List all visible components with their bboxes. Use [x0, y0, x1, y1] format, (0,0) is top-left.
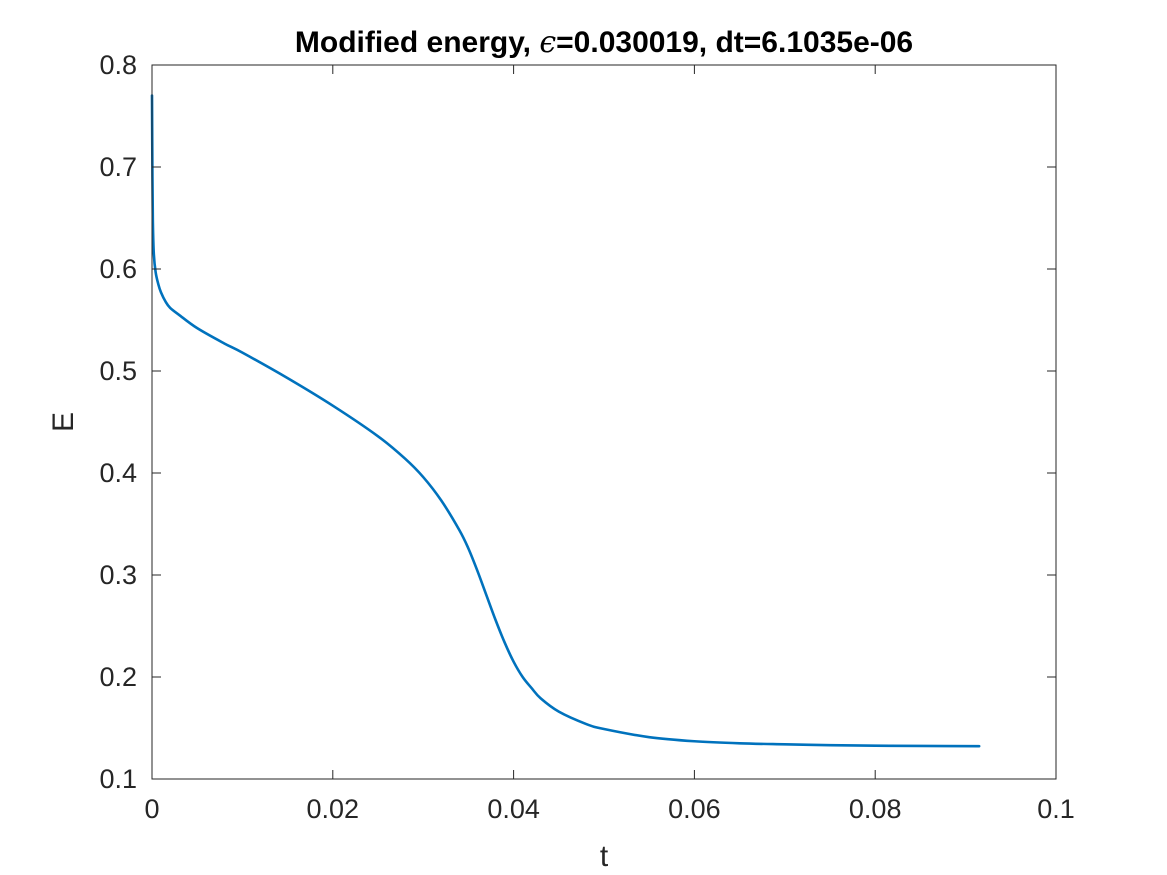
x-axis-label: t	[600, 840, 609, 873]
y-tick-label: 0.5	[99, 356, 137, 386]
y-axis-label: E	[47, 412, 80, 432]
x-tick-label: 0.02	[307, 794, 360, 824]
x-tick-label: 0.04	[487, 794, 540, 824]
chart-title-prefix: Modified energy,	[295, 26, 539, 59]
y-tick-label: 0.8	[99, 50, 137, 80]
series-layer	[150, 94, 981, 748]
y-tick-label: 0.7	[99, 152, 137, 182]
x-tick-label: 0.1	[1037, 794, 1075, 824]
plot-area	[152, 65, 1056, 779]
y-tick-label: 0.1	[99, 764, 137, 794]
chart-title-symbol: ϵ	[539, 25, 556, 60]
energy-series-line	[150, 94, 981, 748]
axes-box	[151, 64, 1057, 780]
y-tick-label: 0.3	[99, 560, 137, 590]
chart-title-suffix: =0.030019, dt=6.1035e-06	[556, 26, 913, 59]
y-tick-label: 0.4	[99, 458, 137, 488]
x-tick-label: 0	[144, 794, 159, 824]
x-tick-labels: 0 0.02 0.04 0.06 0.08 0.1	[144, 794, 1074, 824]
chart-title: Modified energy, ϵ=0.030019, dt=6.1035e-…	[295, 25, 913, 60]
y-tick-label: 0.6	[99, 254, 137, 284]
y-tick-labels: 0.1 0.2 0.3 0.4 0.5 0.6 0.7 0.8	[99, 50, 137, 794]
y-tick-label: 0.2	[99, 662, 137, 692]
x-tick-label: 0.08	[849, 794, 902, 824]
x-tick-label: 0.06	[668, 794, 721, 824]
